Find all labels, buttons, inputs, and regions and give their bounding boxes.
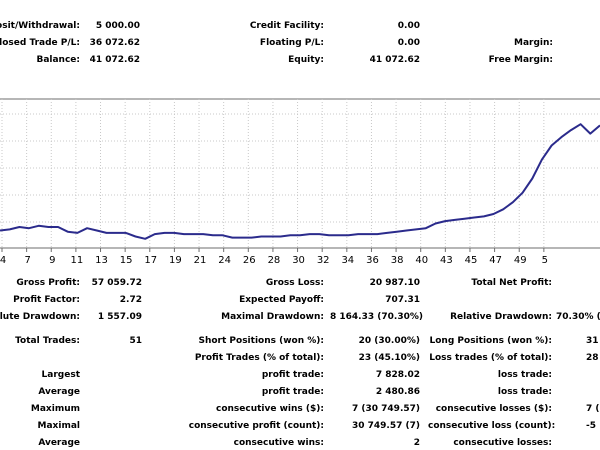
credit-value: 0.00 (397, 21, 420, 31)
x-tick-label: 38 (391, 255, 404, 266)
total-trades-label: Total Trades: (15, 336, 80, 346)
x-tick-label: 5 (542, 255, 548, 266)
loss-trades-value: 28 (586, 353, 599, 363)
x-tick-label: 40 (415, 255, 428, 266)
x-tick-label: 47 (489, 255, 502, 266)
chart-background (0, 96, 600, 274)
balance-label: Balance: (36, 55, 80, 65)
loss-trades-label: Loss trades (% of total): (429, 353, 552, 363)
expected-payoff-label: Expected Payoff: (239, 295, 324, 305)
x-tick-label: 9 (49, 255, 55, 266)
x-tick-label: 36 (366, 255, 379, 266)
maximal-label: Maximal (37, 421, 80, 431)
gross-profit-label: Gross Profit: (16, 278, 80, 288)
profit-trades-value: 23 (45.10%) (358, 353, 420, 363)
x-tick-label: 26 (243, 255, 256, 266)
balance-series-line (0, 123, 600, 240)
closed-pl-label: Closed Trade P/L: (0, 38, 80, 48)
maximum-label: Maximum (30, 404, 80, 414)
maximal-consec-profit-value: 30 749.57 (7) (351, 421, 420, 431)
x-tick-label: 49 (514, 255, 527, 266)
deposit-label: osit/Withdrawal: (0, 21, 80, 31)
average2-label: Average (38, 438, 80, 448)
average-loss-label: loss trade: (497, 387, 552, 397)
largest-loss-label: loss trade: (497, 370, 552, 380)
short-positions-label: Short Positions (won %): (198, 336, 324, 346)
balance-value: 41 072.62 (89, 55, 140, 65)
average-profit-label: profit trade: (261, 387, 324, 397)
equity-label: Equity: (288, 55, 324, 65)
largest-label: Largest (41, 370, 80, 380)
expected-payoff-value: 707.31 (385, 295, 420, 305)
credit-label: Credit Facility: (249, 21, 324, 31)
x-tick-label: 7 (24, 255, 30, 266)
largest-profit-label: profit trade: (261, 370, 324, 380)
largest-profit-value: 7 828.02 (375, 370, 420, 380)
max-consec-wins-label: consecutive wins ($): (215, 404, 324, 414)
closed-pl-value: 36 072.62 (89, 38, 140, 48)
balance-chart: 4 7 9 11 13 15 17 19 21 24 26 28 30 32 34 36 38 40 43 45 47 4… (0, 96, 600, 274)
x-tick-label: 19 (169, 255, 182, 266)
long-positions-label: Long Positions (won %): (429, 336, 552, 346)
average-profit-value: 2 480.86 (375, 387, 420, 397)
x-tick-label: 13 (95, 255, 108, 266)
profit-factor-label: Profit Factor: (13, 295, 80, 305)
x-tick-label: 28 (268, 255, 281, 266)
chart-grid (0, 99, 600, 248)
abs-drawdown-label: olute Drawdown: (0, 312, 80, 322)
gross-profit-value: 57 059.72 (91, 278, 142, 288)
margin-label: Margin: (513, 38, 553, 48)
total-net-profit-label: Total Net Profit: (471, 278, 552, 288)
gross-loss-value: 20 987.10 (369, 278, 420, 288)
short-positions-value: 20 (30.00%) (358, 336, 420, 346)
x-tick-label: 15 (120, 255, 133, 266)
max-drawdown-value: 8 164.33 (70.30%) (330, 312, 423, 322)
free-margin-label: Free Margin: (488, 55, 553, 65)
x-tick-label: 4 (0, 255, 6, 266)
avg-consec-losses-label: consecutive losses: (453, 438, 552, 448)
x-axis-ticks: 4 7 9 11 13 15 17 19 21 24 26 28 30 32 34 36 38 40 43 45 47 4… (0, 248, 548, 266)
max-consec-losses-label: consecutive losses ($): (435, 404, 552, 414)
profit-trades-label: Profit Trades (% of total): (194, 353, 324, 363)
x-tick-label: 30 (292, 255, 305, 266)
max-consec-losses-value: 7 ( (586, 404, 600, 414)
maximal-consec-loss-value: -5 (586, 421, 596, 431)
abs-drawdown-value: 1 557.09 (97, 312, 142, 322)
x-tick-label: 45 (465, 255, 478, 266)
equity-value: 41 072.62 (369, 55, 420, 65)
maximal-consec-loss-label: consecutive loss (count): (428, 421, 556, 431)
max-consec-wins-value: 7 (30 749.57) (351, 404, 420, 414)
profit-factor-value: 2.72 (119, 295, 142, 305)
x-tick-label: 11 (71, 255, 84, 266)
relative-drawdown-label: Relative Drawdown: (450, 312, 552, 322)
max-drawdown-label: Maximal Drawdown: (221, 312, 324, 322)
floating-value: 0.00 (397, 38, 420, 48)
deposit-value: 5 000.00 (95, 21, 140, 31)
x-tick-label: 32 (317, 255, 330, 266)
x-tick-label: 34 (341, 255, 354, 266)
total-trades-value: 51 (129, 336, 142, 346)
avg-consec-wins-value: 2 (413, 438, 420, 448)
gross-loss-label: Gross Loss: (265, 278, 324, 288)
x-tick-label: 43 (440, 255, 453, 266)
x-tick-label: 17 (144, 255, 157, 266)
x-tick-label: 24 (218, 255, 231, 266)
avg-consec-wins-label: consecutive wins: (233, 438, 324, 448)
average-label: Average (38, 387, 80, 397)
long-positions-value: 31 (586, 336, 599, 346)
relative-drawdown-value: 70.30% ( (556, 312, 600, 322)
floating-label: Floating P/L: (259, 38, 324, 48)
maximal-consec-profit-label: consecutive profit (count): (188, 421, 324, 431)
x-tick-label: 21 (194, 255, 207, 266)
